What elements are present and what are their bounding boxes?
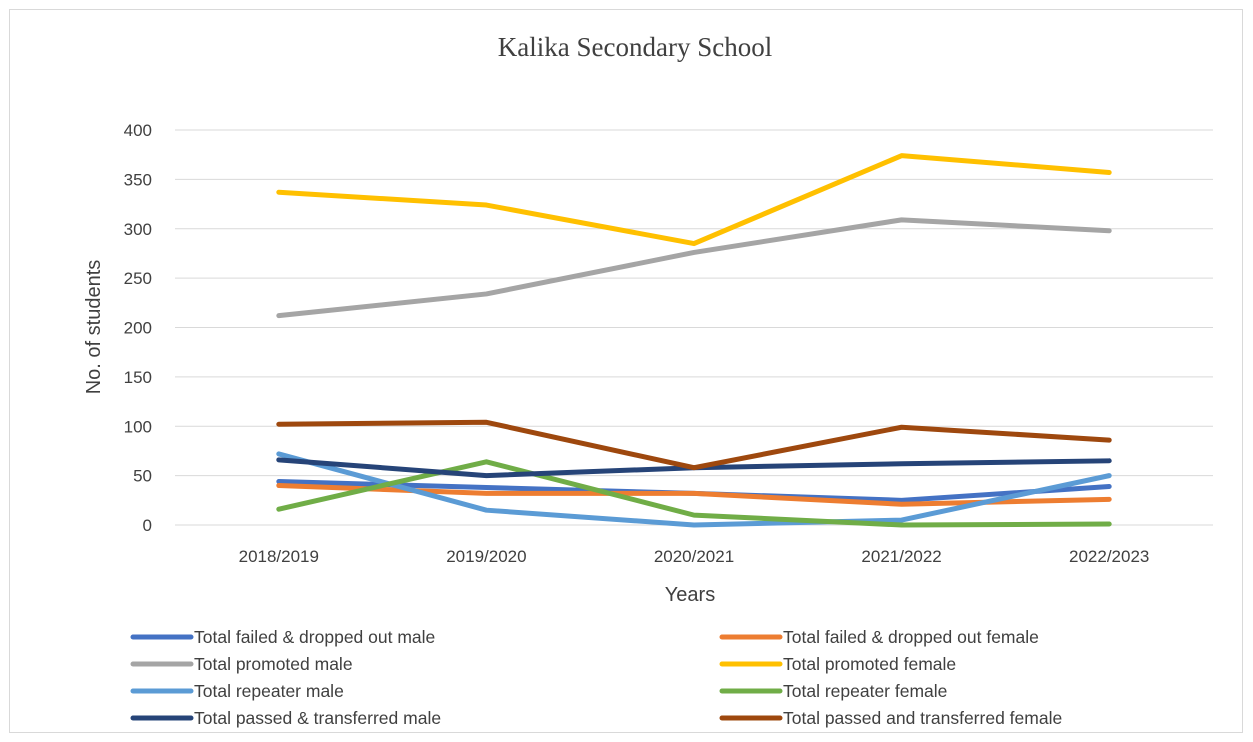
y-tick-label: 0	[143, 516, 152, 535]
series-line-8	[276, 419, 1112, 471]
y-tick-label: 250	[124, 269, 152, 288]
legend: Total failed & dropped out male Total fai…	[130, 627, 1062, 728]
x-axis-title: Years	[665, 584, 715, 606]
y-tick-label: 100	[124, 417, 152, 436]
legend-label: Total promoted male	[194, 654, 353, 674]
series-line-6	[276, 459, 1112, 528]
y-axis-title: No. of students	[83, 260, 105, 395]
series-line-3	[276, 217, 1112, 319]
y-tick-label: 200	[124, 319, 152, 338]
chart-title: Kalika Secondary School	[498, 32, 772, 62]
legend-label: Total repeater female	[783, 681, 947, 701]
legend-label: Total repeater male	[194, 681, 344, 701]
y-tick-label: 400	[124, 121, 152, 140]
y-tick-label: 50	[133, 467, 152, 486]
x-tick-label: 2018/2019	[239, 547, 319, 566]
x-tick-label: 2022/2023	[1069, 547, 1149, 566]
legend-label: Total passed and transferred female	[783, 708, 1062, 728]
y-tick-label: 350	[124, 170, 152, 189]
series-line-5	[276, 451, 1112, 528]
x-tick-label: 2019/2020	[446, 547, 526, 566]
legend-label: Total promoted female	[783, 654, 956, 674]
y-tick-label: 150	[124, 368, 152, 387]
y-tick-label: 300	[124, 220, 152, 239]
legend-label: Total failed & dropped out male	[194, 627, 435, 647]
x-axis-ticks: 2018/2019 2019/2020 2020/2021 2021/2022 2022…	[239, 547, 1150, 566]
x-tick-label: 2020/2021	[654, 547, 734, 566]
series-line-4	[276, 153, 1112, 247]
series-lines	[276, 153, 1112, 528]
legend-label: Total passed & transferred male	[194, 708, 441, 728]
y-axis-ticks: 0 50 100 150 200 250 300 350 400	[124, 121, 152, 535]
x-tick-label: 2021/2022	[861, 547, 941, 566]
legend-label: Total failed & dropped out female	[783, 627, 1039, 647]
